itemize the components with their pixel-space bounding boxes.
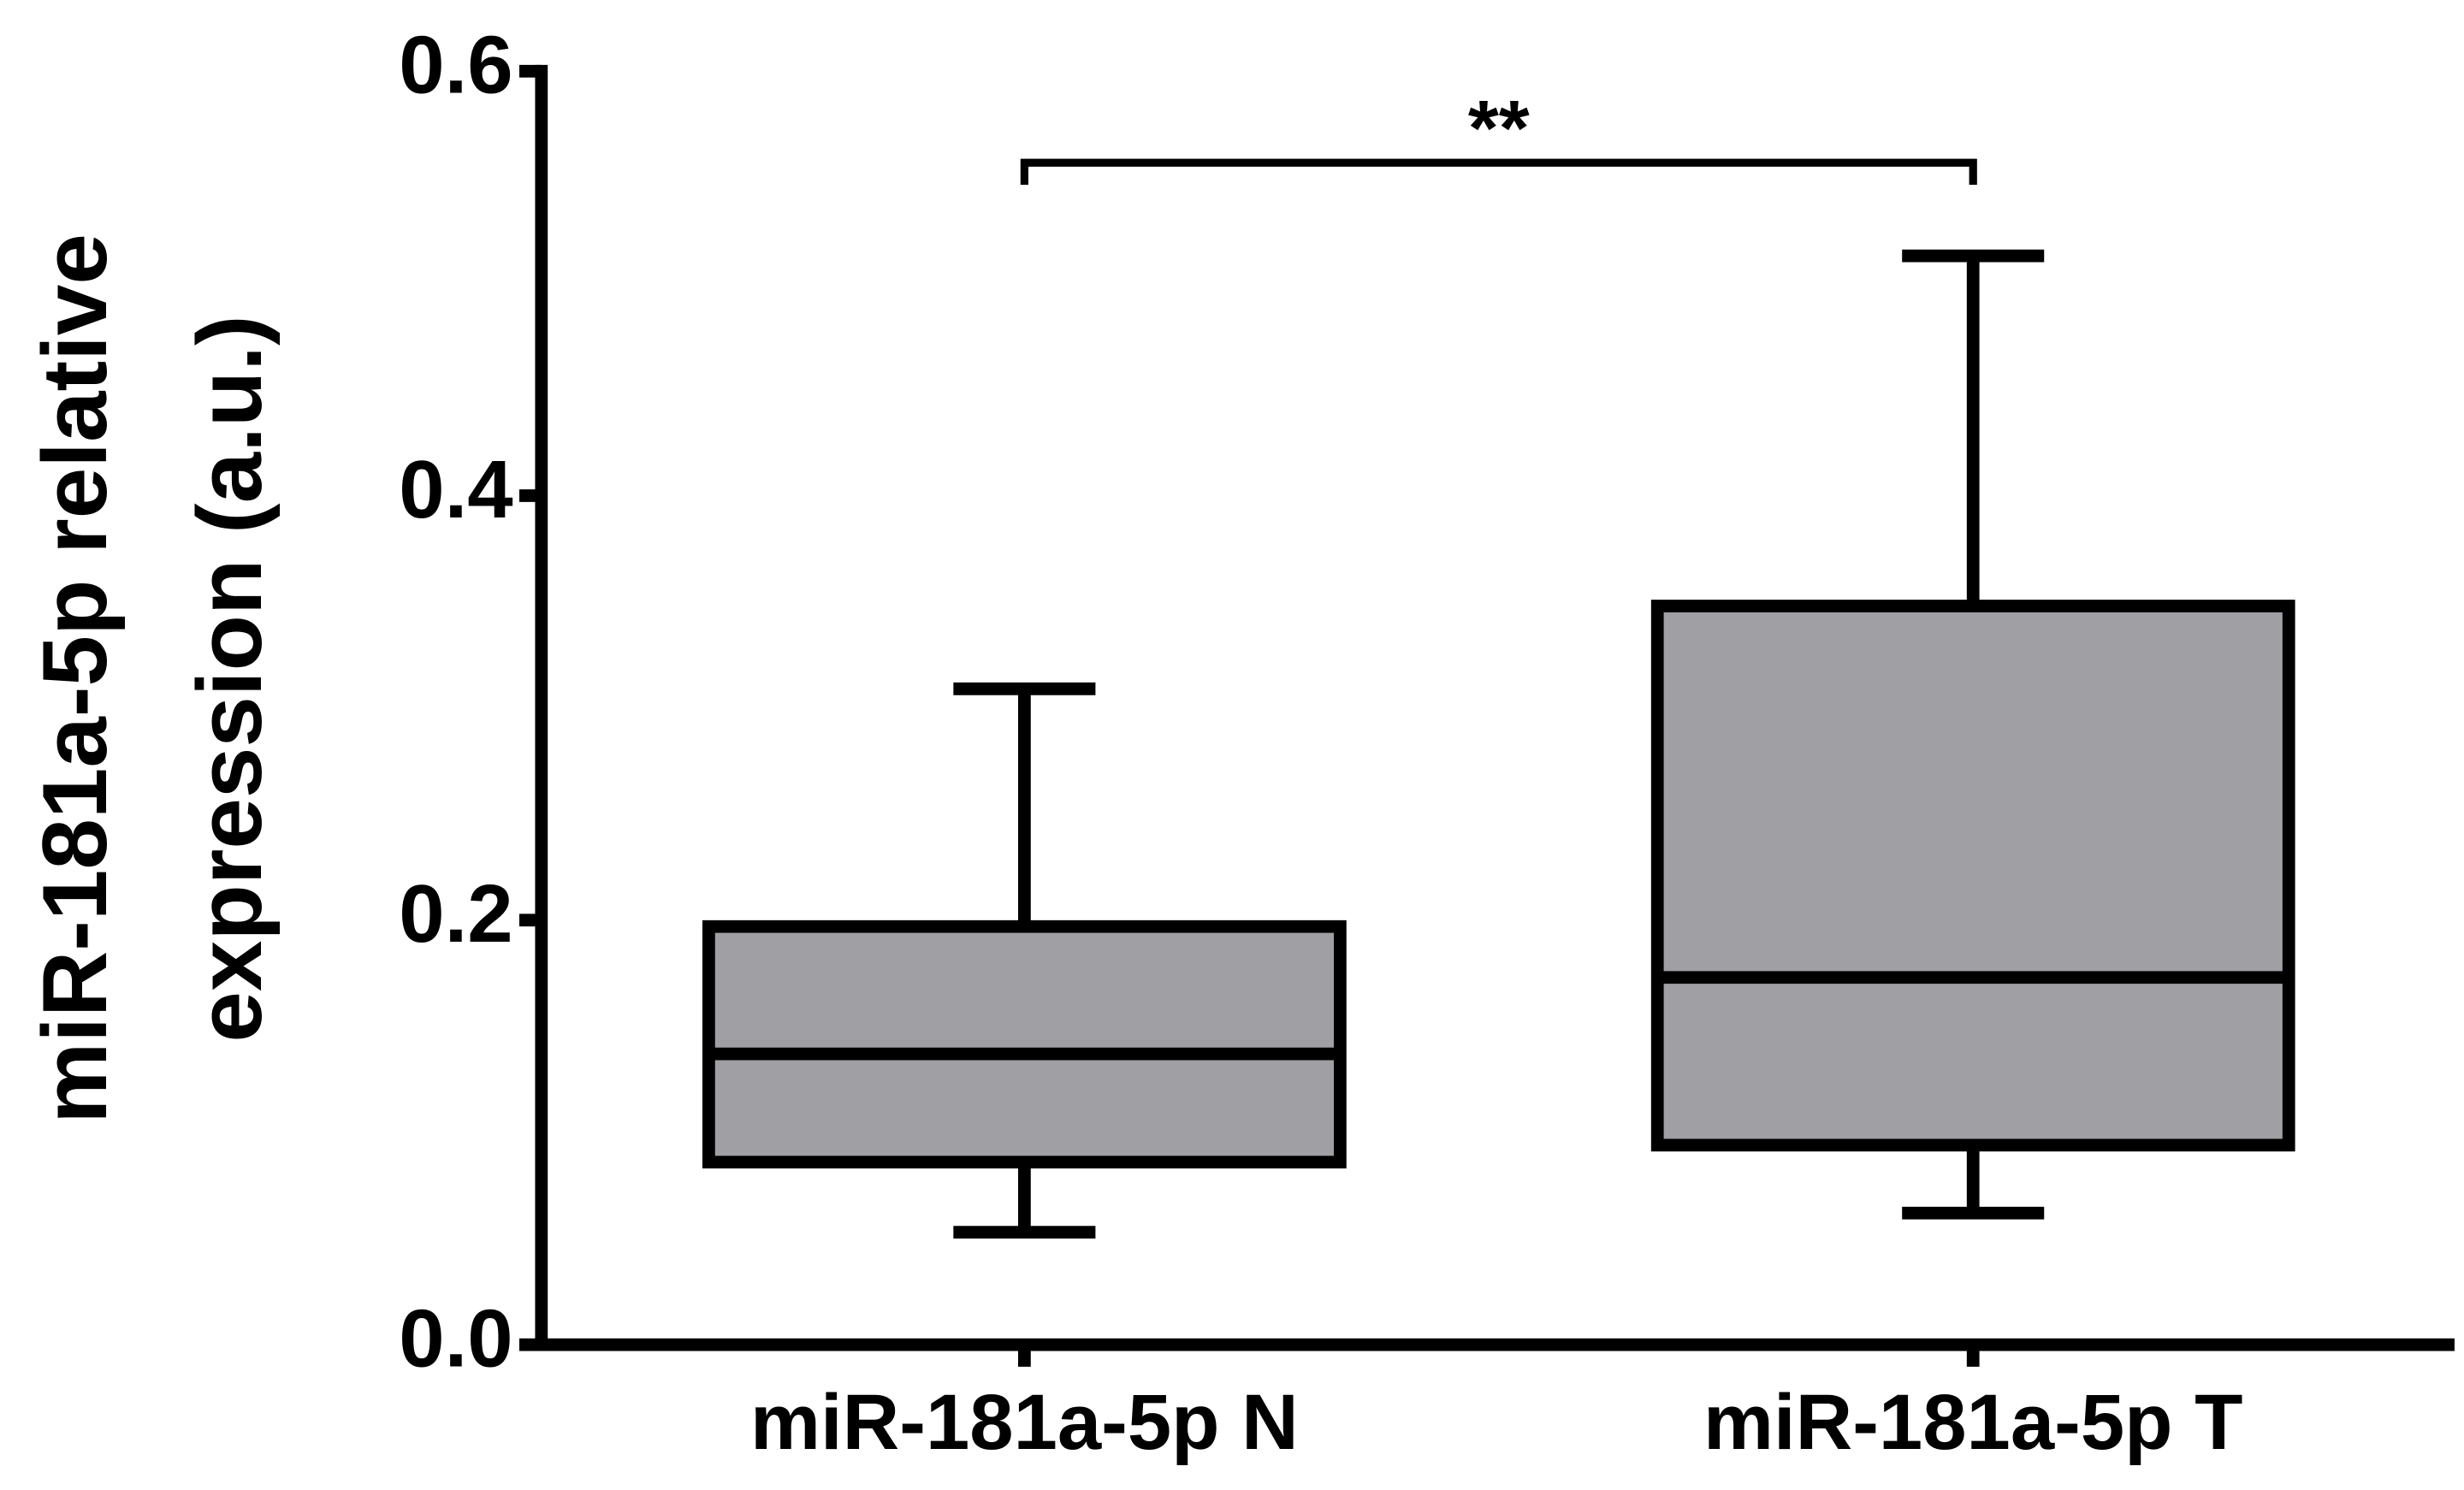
y-tick-label: 0.0 (399, 1292, 512, 1384)
y-tick-label: 0.6 (399, 20, 512, 111)
y-axis-label: expression (a.u.) (178, 315, 281, 1042)
significance-bracket (1020, 158, 1977, 186)
y-tick-label: 0.4 (399, 444, 512, 535)
box (1650, 600, 2295, 1152)
y-axis-label: miR-181a-5p relative (23, 234, 126, 1124)
y-tick-label: 0.2 (399, 868, 512, 960)
x-tick-label: miR-181a-5p T (1703, 1377, 2242, 1466)
box (702, 919, 1347, 1169)
x-tick-label: miR-181a-5p N (750, 1377, 1299, 1466)
significance-label: ** (1468, 83, 1530, 172)
